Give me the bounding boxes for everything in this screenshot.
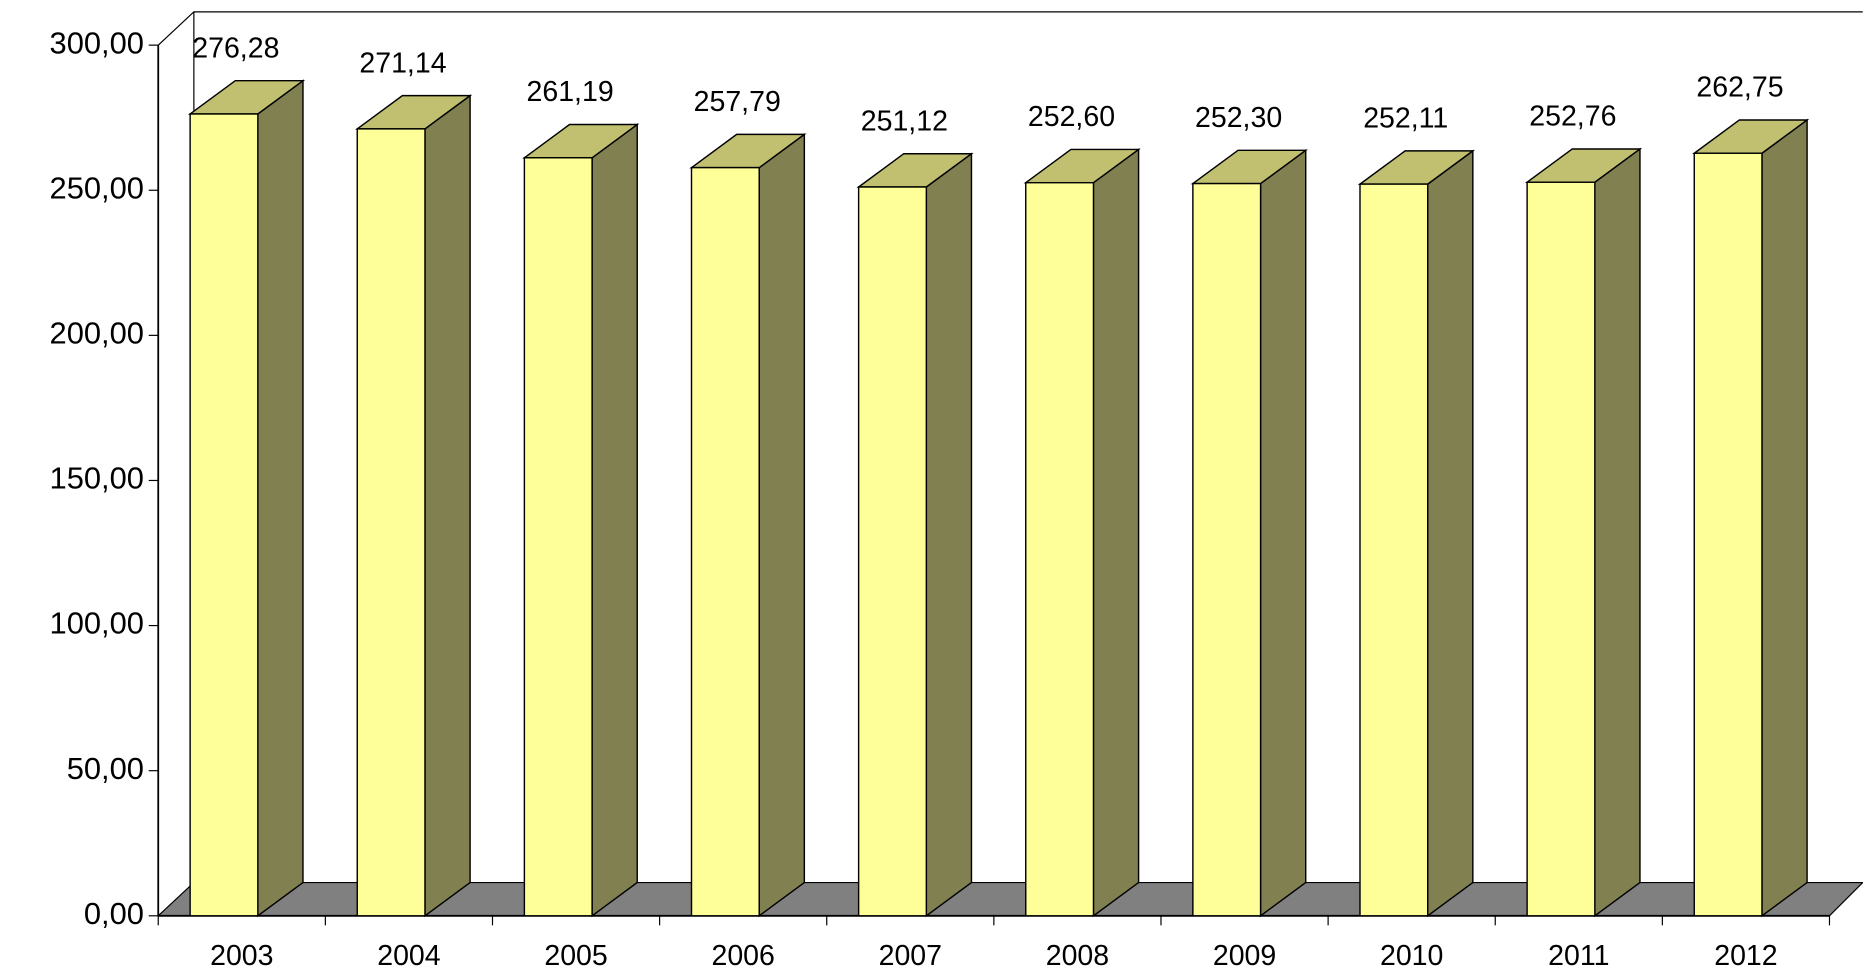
- x-tick-label: 2008: [1046, 940, 1109, 972]
- x-tick-label: 2012: [1714, 940, 1777, 972]
- bar: [857, 186, 928, 917]
- value-label: 252,60: [1028, 101, 1115, 133]
- x-tick-label: 2003: [210, 940, 273, 972]
- back-wall: [157, 11, 1863, 46]
- value-label: 252,11: [1363, 103, 1448, 135]
- value-label: 262,75: [1696, 72, 1783, 104]
- bar-side: [758, 132, 806, 918]
- bar-side: [925, 152, 973, 918]
- value-label: 257,79: [694, 86, 781, 118]
- bar-side: [591, 123, 638, 918]
- bar: [690, 166, 760, 917]
- y-tick-label: 300,00: [50, 25, 144, 60]
- bar-side: [1092, 148, 1140, 918]
- bar: [1526, 181, 1596, 917]
- bar: [523, 157, 593, 917]
- x-tick-label: 2009: [1213, 940, 1276, 972]
- bar-side: [1259, 148, 1307, 918]
- x-tick-label: 2004: [377, 940, 441, 972]
- bar: [1693, 152, 1763, 917]
- y-tick-label: 100,00: [50, 606, 144, 641]
- y-tick-label: 250,00: [50, 170, 144, 205]
- x-tick-label: 2007: [879, 940, 942, 972]
- bar: [1359, 183, 1429, 917]
- x-tick-label: 2011: [1548, 940, 1609, 972]
- y-tick-label: 200,00: [50, 316, 144, 351]
- bar: [1025, 181, 1095, 917]
- value-label: 271,14: [359, 47, 446, 79]
- value-label: 261,19: [527, 76, 614, 108]
- value-label: 251,12: [861, 105, 948, 137]
- bar-side: [1426, 149, 1474, 918]
- bar-side: [424, 94, 471, 918]
- y-tick-label: 150,00: [50, 461, 144, 496]
- x-tick-label: 2006: [711, 940, 774, 972]
- bar: [189, 113, 259, 917]
- value-label: 252,30: [1195, 102, 1282, 134]
- bar-side: [1594, 147, 1641, 918]
- bar: [356, 128, 426, 917]
- y-tick-label: 0,00: [84, 896, 144, 931]
- value-label: 252,76: [1529, 101, 1616, 133]
- bar-side: [257, 79, 304, 918]
- x-tick-label: 2010: [1380, 940, 1443, 972]
- bar-side: [1761, 118, 1808, 918]
- x-tick-label: 2005: [544, 940, 607, 972]
- value-label: 276,28: [192, 32, 279, 64]
- bar: [1192, 182, 1262, 917]
- y-tick-label: 50,00: [67, 751, 144, 786]
